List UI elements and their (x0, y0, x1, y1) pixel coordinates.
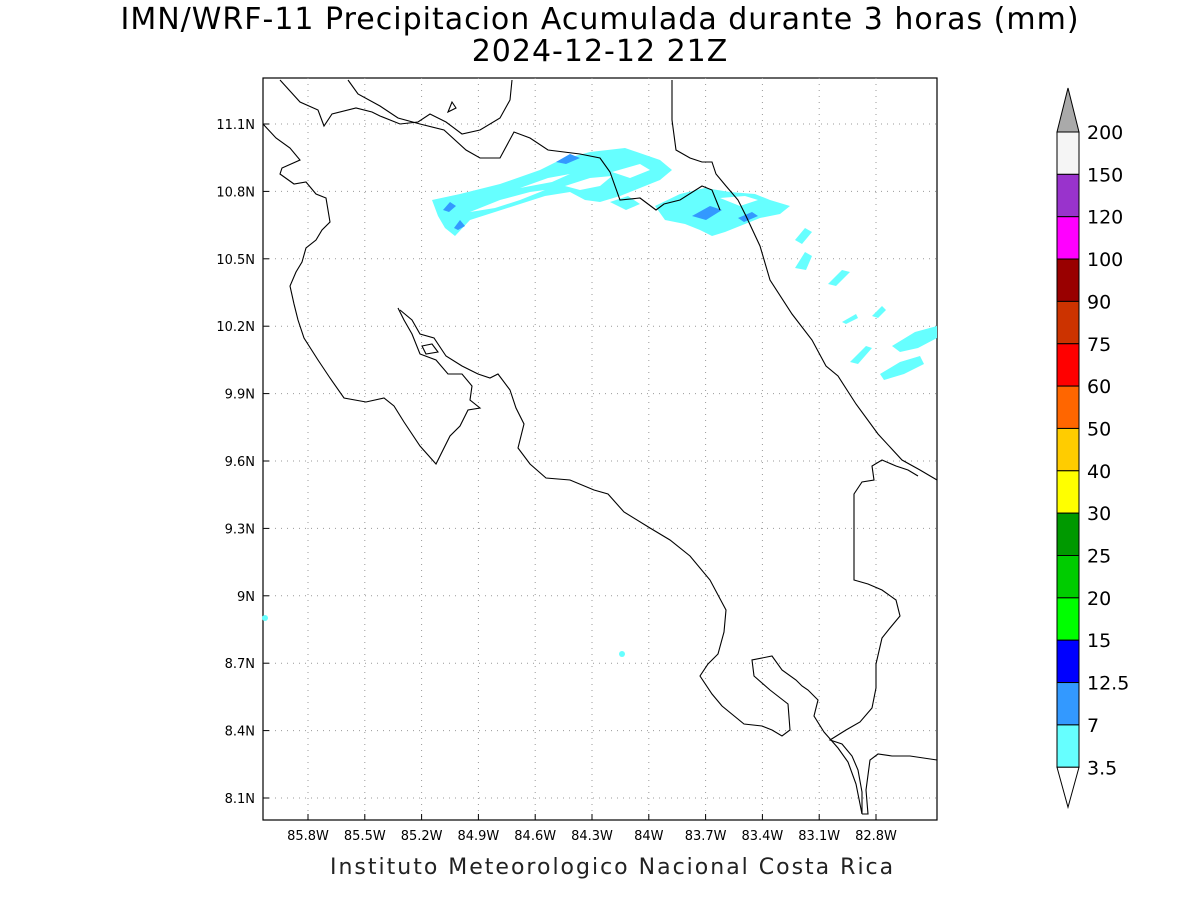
precip-area-cell-2 (795, 252, 812, 270)
lat-ticks: 11.1N 10.8N 10.5N 10.2N 9.9N 9.6N 9.3N 9N 8.7N 8.… (216, 118, 269, 807)
legend-swatch (1056, 343, 1080, 387)
lon-tick-label: 82.8W (855, 829, 897, 844)
burica-peninsula (862, 753, 938, 815)
panama-border (828, 459, 919, 814)
lat-tick-label: 8.1N (225, 792, 255, 807)
lat-tick-label: 9N (237, 590, 255, 605)
precip-core-2 (454, 220, 465, 230)
legend-label: 12.5 (1087, 673, 1129, 695)
legend-swatch (1056, 300, 1080, 345)
legend-label: 15 (1087, 630, 1111, 652)
legend-label: 100 (1087, 249, 1123, 271)
legend-swatch (1056, 470, 1080, 514)
precip-areas (262, 148, 937, 657)
precip-gap-2 (520, 174, 570, 188)
legend-swatch (1056, 131, 1080, 175)
legend-label: 20 (1087, 588, 1111, 610)
lon-tick-label: 84W (634, 829, 664, 844)
lat-tick-label: 9.6N (225, 455, 255, 470)
legend-swatch (1056, 682, 1080, 726)
gulf-nicoya-east (399, 309, 863, 815)
caribbean-coast (671, 80, 938, 481)
map-title: IMN/WRF-11 Precipitacion Acumulada duran… (120, 2, 1080, 37)
lake-island (446, 100, 457, 114)
lon-tick-label: 84.6W (514, 829, 556, 844)
legend-swatch (1056, 427, 1080, 472)
legend-arrow-top (1056, 87, 1080, 133)
lat-tick-label: 10.2N (216, 320, 255, 335)
legend-label: 150 (1087, 164, 1123, 186)
grid-lines (263, 78, 937, 820)
lon-tick-label: 85.8W (287, 829, 329, 844)
legend-label: 120 (1087, 207, 1123, 229)
precip-area-east-small (610, 196, 640, 210)
map-subtitle: 2024-12-12 21Z (471, 34, 729, 69)
legend-swatch (1056, 555, 1080, 599)
legend-label: 7 (1087, 715, 1099, 737)
precip-core-1 (443, 202, 456, 212)
precip-legend: 200 150 120 100 90 75 60 50 40 30 25 20 15 12.5 7 3.5 (1056, 87, 1129, 810)
lon-tick-label: 85.5W (344, 829, 386, 844)
coastlines (262, 79, 938, 815)
precip-area-dot-south (619, 651, 625, 657)
lon-tick-label: 83.1W (798, 829, 840, 844)
nicoya-west-coast (262, 123, 482, 465)
precip-area-cell-5 (872, 306, 886, 318)
lon-tick-label: 83.4W (741, 829, 783, 844)
legend-swatch (1056, 173, 1080, 218)
lat-tick-label: 8.7N (225, 657, 255, 672)
precip-area-cell-8 (880, 356, 924, 380)
lon-ticks: 85.8W 85.5W 85.2W 84.9W 84.6W 84.3W 84W 83.7W 83… (287, 814, 897, 844)
legend-swatch (1056, 258, 1080, 302)
lon-tick-label: 83.7W (685, 829, 727, 844)
legend-arrow-bottom (1056, 766, 1080, 810)
precip-area-cell-7 (892, 326, 937, 352)
legend-label: 60 (1087, 376, 1111, 398)
precip-core-5 (738, 212, 758, 222)
chira-island (421, 343, 439, 355)
nicaragua-border-north (279, 79, 513, 135)
legend-swatch (1056, 724, 1080, 768)
precip-gap-3 (565, 176, 612, 190)
precip-gap-4 (612, 164, 650, 178)
lat-tick-label: 8.4N (225, 725, 255, 740)
legend-label: 25 (1087, 546, 1111, 568)
legend-label: 30 (1087, 503, 1111, 525)
legend-swatch (1056, 385, 1080, 429)
lon-tick-label: 84.3W (571, 829, 613, 844)
footer-institution: Instituto Meteorologico Nacional Costa R… (330, 855, 896, 880)
legend-swatch (1056, 597, 1080, 641)
lat-tick-label: 10.5N (216, 253, 255, 268)
precip-area-cell-3 (828, 270, 850, 286)
lat-tick-label: 9.9N (225, 388, 255, 403)
precip-area-cell-4 (842, 314, 858, 324)
legend-label: 50 (1087, 418, 1111, 440)
lat-tick-label: 9.3N (225, 522, 255, 537)
legend-label: 200 (1087, 122, 1123, 144)
lon-tick-label: 85.2W (401, 829, 443, 844)
precip-area-north-band (432, 148, 672, 236)
lat-tick-label: 10.8N (216, 185, 255, 200)
lat-tick-label: 11.1N (216, 118, 255, 133)
legend-swatch (1056, 512, 1080, 557)
precip-core-4 (692, 206, 722, 220)
legend-label: 90 (1087, 291, 1111, 313)
precip-area-cell-1 (795, 228, 812, 244)
nicaragua-border-south (347, 79, 721, 211)
lon-tick-label: 84.9W (457, 829, 499, 844)
legend-label: 3.5 (1087, 757, 1117, 779)
legend-swatch (1056, 216, 1080, 260)
precip-core-3 (556, 154, 580, 164)
precip-area-dot-west (262, 615, 268, 621)
legend-label: 40 (1087, 461, 1111, 483)
legend-swatch (1056, 639, 1080, 684)
legend-label: 75 (1087, 334, 1111, 356)
precip-area-cell-6 (850, 346, 872, 364)
precip-gap-1 (470, 190, 545, 212)
